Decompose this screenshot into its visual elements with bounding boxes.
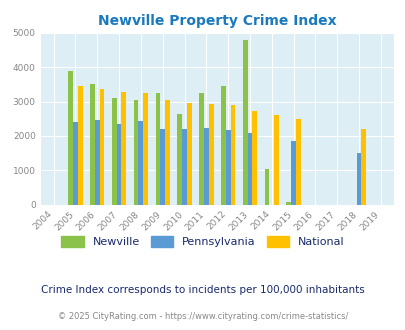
Bar xyxy=(90,84,95,205)
Bar xyxy=(230,105,235,205)
Bar xyxy=(78,86,83,205)
Bar xyxy=(138,121,143,205)
Bar xyxy=(247,133,252,205)
Bar xyxy=(182,129,186,205)
Bar xyxy=(73,121,78,205)
Bar xyxy=(121,92,126,205)
Bar xyxy=(198,93,203,205)
Bar xyxy=(356,153,360,205)
Bar xyxy=(160,129,165,205)
Bar xyxy=(155,93,160,205)
Bar xyxy=(68,71,73,205)
Bar xyxy=(143,93,148,205)
Bar xyxy=(116,124,121,205)
Legend: Newville, Pennsylvania, National: Newville, Pennsylvania, National xyxy=(57,232,348,252)
Title: Newville Property Crime Index: Newville Property Crime Index xyxy=(98,14,336,28)
Bar xyxy=(208,104,213,205)
Bar xyxy=(177,114,182,205)
Bar xyxy=(242,40,247,205)
Bar xyxy=(286,202,290,205)
Bar xyxy=(273,115,278,205)
Bar xyxy=(360,129,365,205)
Bar xyxy=(133,100,138,205)
Bar xyxy=(95,120,100,205)
Bar xyxy=(112,98,116,205)
Bar xyxy=(252,111,256,205)
Bar xyxy=(225,130,230,205)
Bar xyxy=(203,128,208,205)
Bar xyxy=(165,100,169,205)
Text: Crime Index corresponds to incidents per 100,000 inhabitants: Crime Index corresponds to incidents per… xyxy=(41,285,364,295)
Bar xyxy=(264,169,269,205)
Bar xyxy=(100,88,104,205)
Bar xyxy=(220,86,225,205)
Bar xyxy=(295,119,300,205)
Bar xyxy=(290,141,295,205)
Text: © 2025 CityRating.com - https://www.cityrating.com/crime-statistics/: © 2025 CityRating.com - https://www.city… xyxy=(58,312,347,321)
Bar xyxy=(186,103,191,205)
